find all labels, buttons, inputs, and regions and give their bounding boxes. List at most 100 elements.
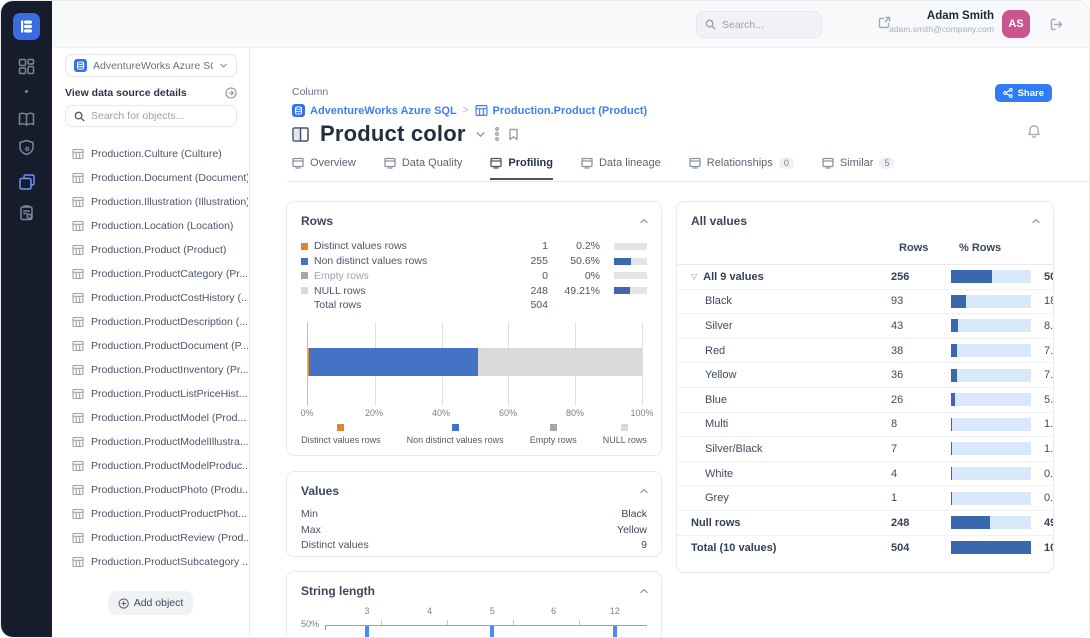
stat-percent: 49.21%	[564, 284, 600, 297]
logout-icon[interactable]	[1050, 18, 1063, 36]
sidebar-object-item[interactable]: Production.Product (Product)	[52, 238, 248, 262]
row-count: 38	[891, 344, 904, 357]
expander-icon[interactable]: ▽	[691, 271, 698, 281]
tab-icon	[581, 157, 593, 169]
sidebar-object-item[interactable]: Production.ProductPhoto (Produ...	[52, 478, 248, 502]
external-link-icon[interactable]	[878, 16, 891, 34]
sidebar-object-item[interactable]: Production.Culture (Culture)	[52, 142, 248, 166]
tab[interactable]: Data Quality	[384, 157, 463, 180]
documentation-icon[interactable]	[1, 111, 52, 128]
chart-segment	[308, 348, 309, 376]
datasource-name: AdventureWorks Azure SQL	[93, 59, 213, 72]
sidebar-object-item[interactable]: Production.ProductModel (Prod...	[52, 406, 248, 430]
sidebar-object-item[interactable]: Production.ProductListPriceHist...	[52, 382, 248, 406]
sidebar-object-item[interactable]: Production.ProductProductPhot...	[52, 502, 248, 526]
tab-icon	[292, 157, 304, 169]
all-values-table: ▽ All 9 values 256 50.79% Black 93	[677, 265, 1053, 560]
value-row: Min Black	[301, 508, 647, 524]
app-logo[interactable]	[13, 13, 40, 40]
panel-title: Rows	[301, 214, 334, 228]
tab-icon	[490, 157, 503, 169]
x-tick-label: 100%	[630, 408, 654, 418]
legend-label: NULL rows	[602, 435, 647, 445]
row-count: 43	[891, 319, 904, 332]
table-icon	[72, 292, 84, 304]
collapse-chevron-icon[interactable]	[639, 486, 649, 496]
object-list: Production.Culture (Culture) Production.…	[52, 142, 248, 620]
tab[interactable]: Data lineage	[581, 157, 661, 180]
object-search[interactable]	[65, 105, 237, 127]
stat-label: Distinct values rows	[314, 240, 407, 253]
title-chevron-down-icon[interactable]	[475, 129, 486, 140]
dot-icon	[1, 90, 52, 93]
value-text: 9	[641, 539, 647, 551]
sidebar-object-item[interactable]: Production.ProductSubcategory ...	[52, 550, 248, 574]
sidebar-object-item[interactable]: Production.ProductReview (Prod...	[52, 526, 248, 550]
collapse-chevron-icon[interactable]	[639, 586, 649, 596]
legend-swatch	[301, 242, 308, 250]
object-name: Production.ProductDocument (P...	[91, 340, 248, 352]
x-tick-label: 4	[427, 606, 433, 616]
object-search-input[interactable]	[91, 110, 221, 122]
tab[interactable]: Overview	[292, 157, 356, 180]
sidebar-object-item[interactable]: Production.ProductModelIllustra...	[52, 430, 248, 454]
datasource-select[interactable]: AdventureWorks Azure SQL	[65, 54, 237, 77]
sidebar-object-item[interactable]: Production.ProductModelProduc...	[52, 454, 248, 478]
table-icon	[72, 508, 84, 520]
sidebar-object-item[interactable]: Production.Illustration (Illustration)	[52, 190, 248, 214]
data-quality-shield-icon[interactable]	[1, 139, 52, 156]
bookmark-icon[interactable]	[508, 128, 519, 141]
table-row: Yellow 36 7.14%	[677, 363, 1053, 388]
add-object-button[interactable]: Add object	[107, 591, 194, 615]
global-search-input[interactable]	[722, 18, 812, 31]
table-icon	[72, 412, 84, 424]
collapse-chevron-icon[interactable]	[639, 216, 649, 226]
sidebar-object-item[interactable]: Production.Location (Location)	[52, 214, 248, 238]
row-count: 26	[891, 393, 904, 406]
global-search[interactable]	[696, 11, 822, 38]
legend-swatch	[301, 272, 308, 280]
view-datasource-details-link[interactable]: View data source details	[65, 86, 237, 100]
breadcrumb-table[interactable]: Production.Product (Product)	[475, 104, 647, 117]
histogram-bar	[364, 626, 369, 637]
percent-value: 0.2%	[1044, 492, 1053, 505]
tab-label: Data Quality	[401, 157, 463, 169]
sidebar-object-item[interactable]: Production.ProductInventory (Pr...	[52, 358, 248, 382]
stat-label: NULL rows	[314, 284, 366, 297]
catalog-copies-icon[interactable]	[1, 173, 52, 191]
chart-segment	[477, 348, 642, 376]
tab[interactable]: Similar 5	[822, 157, 895, 180]
sidebar-object-item[interactable]: Production.ProductCategory (Pr...	[52, 262, 248, 286]
table-row: Grey 1 0.2%	[677, 486, 1053, 511]
breadcrumb-datasource[interactable]: AdventureWorks Azure SQL	[292, 104, 457, 117]
table-row: Blue 26 5.16%	[677, 388, 1053, 413]
collapse-chevron-icon[interactable]	[1031, 216, 1041, 226]
dashboard-icon[interactable]	[1, 58, 52, 75]
object-name: Production.ProductCostHistory (...	[91, 292, 248, 304]
bell-icon[interactable]	[1027, 124, 1041, 144]
percent-bar	[951, 270, 1031, 284]
table-icon	[72, 148, 84, 160]
share-button[interactable]: Share	[994, 84, 1052, 102]
rows-total: Total rows 504	[301, 298, 647, 313]
percent-value: 49.21%	[1044, 516, 1053, 529]
kebab-menu-icon[interactable]	[494, 127, 499, 141]
table-icon	[72, 460, 84, 472]
audit-clipboard-icon[interactable]	[1, 204, 52, 221]
sidebar-object-item[interactable]: Production.ProductDocument (P...	[52, 334, 248, 358]
value-name: Red	[705, 344, 726, 357]
sidebar-object-item[interactable]: Production.ProductCostHistory (...	[52, 286, 248, 310]
sidebar-object-item[interactable]: Production.ProductDescription (...	[52, 310, 248, 334]
tab[interactable]: Relationships 0	[689, 157, 794, 180]
value-row: Max Yellow	[301, 524, 647, 540]
x-tick-label: 0%	[300, 408, 314, 418]
object-name: Production.ProductPhoto (Produ...	[91, 484, 248, 496]
percent-bar	[951, 393, 1031, 407]
tab[interactable]: Profiling	[490, 157, 553, 180]
object-sidebar: AdventureWorks Azure SQL View data sourc…	[52, 48, 250, 637]
avatar[interactable]: AS	[1002, 10, 1030, 38]
sidebar-object-item[interactable]: Production.Document (Document)	[52, 166, 248, 190]
breadcrumb: AdventureWorks Azure SQL > Production.Pr…	[292, 104, 647, 117]
main-content: Share Column AdventureWorks Azure SQL > …	[250, 48, 1089, 637]
user-menu[interactable]: Adam Smith adam.smith@company.com	[889, 10, 994, 34]
